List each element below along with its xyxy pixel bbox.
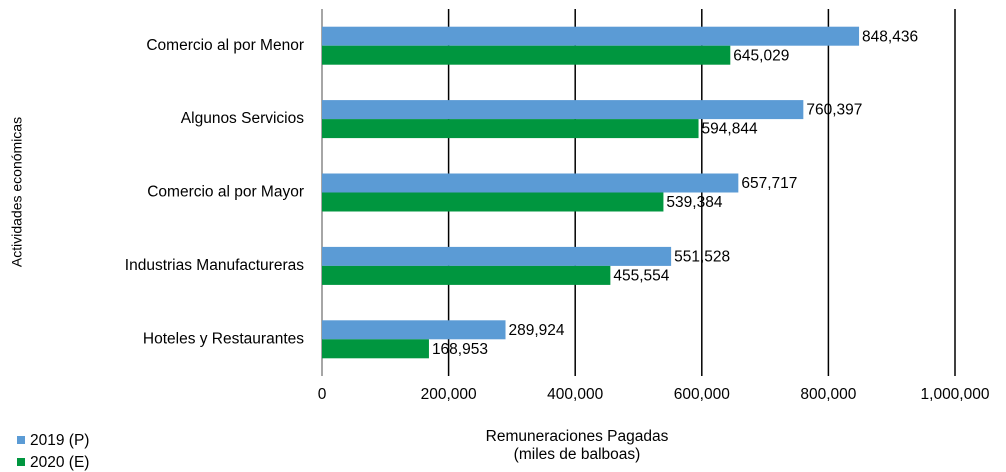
bar — [322, 192, 664, 212]
data-label: 760,397 — [806, 102, 862, 119]
bar — [322, 265, 611, 285]
y-tick-label: Comercio al por Mayor — [147, 184, 304, 201]
y-tick-label: Comercio al por Menor — [146, 37, 304, 54]
legend-swatch — [17, 436, 25, 444]
x-axis-label: (miles de balboas) — [514, 446, 641, 463]
x-axis-label: Remuneraciones Pagadas — [486, 428, 669, 445]
data-label: 551,528 — [674, 248, 730, 265]
y-tick-label: Industrias Manufactureras — [125, 257, 304, 274]
bar — [322, 246, 672, 266]
bar — [322, 100, 804, 120]
x-tick-label: 400,000 — [547, 386, 603, 403]
data-label: 848,436 — [862, 28, 918, 45]
x-tick-label: 1,000,000 — [921, 386, 990, 403]
data-label: 455,554 — [613, 267, 669, 284]
legend-swatch — [17, 458, 25, 466]
data-label: 168,953 — [432, 341, 488, 358]
y-tick-label: Hoteles y Restaurantes — [143, 330, 304, 347]
data-label: 645,029 — [733, 47, 789, 64]
x-tick-label: 800,000 — [800, 386, 856, 403]
y-tick-label: Algunos Servicios — [181, 110, 304, 127]
data-label: 657,717 — [741, 175, 797, 192]
bar — [322, 320, 506, 340]
bar — [322, 26, 860, 46]
y-axis-label: Actividades económicas — [9, 117, 25, 267]
data-label: 539,384 — [666, 194, 722, 211]
bar — [322, 45, 731, 65]
bar — [322, 339, 429, 359]
data-label: 594,844 — [702, 121, 758, 138]
x-tick-label: 200,000 — [421, 386, 477, 403]
legend-label: 2020 (E) — [30, 454, 89, 471]
data-label: 289,924 — [509, 322, 565, 339]
legend-label: 2019 (P) — [30, 432, 89, 449]
bar — [322, 119, 699, 139]
x-tick-label: 600,000 — [674, 386, 730, 403]
x-tick-label: 0 — [318, 386, 327, 403]
bar — [322, 173, 739, 193]
